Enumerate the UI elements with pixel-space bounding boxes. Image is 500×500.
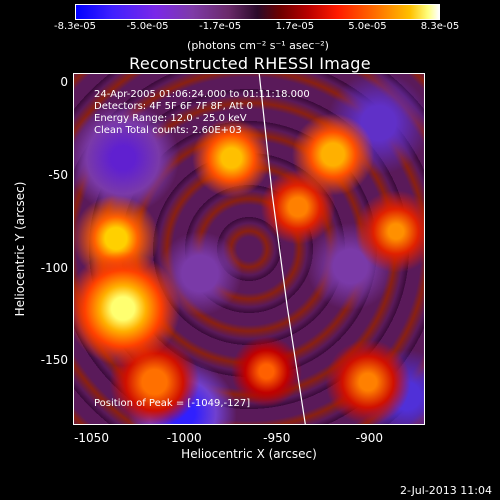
colorbar-tick-label: -1.7e-05	[199, 21, 242, 32]
y-tick-label: -150	[40, 353, 68, 368]
solar-limb	[258, 74, 306, 424]
y-tick-label: 0	[60, 75, 68, 90]
annotation-time: 24-Apr-2005 01:06:24.000 to 01:11:18.000	[94, 89, 310, 100]
annotation-algorithm: Clean Total counts: 2.60E+03	[94, 125, 242, 136]
colorbar	[75, 4, 440, 20]
x-tick-label: -900	[355, 431, 384, 445]
x-tick-label: -950	[263, 431, 291, 445]
y-axis-title: Heliocentric Y (arcsec)	[13, 181, 27, 317]
x-tick-label: -1000	[166, 431, 202, 445]
y-tick-label: -50	[48, 167, 68, 182]
colorbar-units: (photons cm⁻² s⁻¹ asec⁻²)	[187, 39, 329, 52]
x-tick-label: -1050	[74, 431, 109, 445]
timestamp: 2-Jul-2013 11:04	[399, 484, 492, 497]
annotation-peak: Position of Peak = [-1049,-127]	[94, 398, 251, 409]
annotation-energy: Energy Range: 12.0 - 25.0 keV	[94, 113, 247, 124]
solar-limb-line	[258, 74, 306, 424]
image-plot-area	[73, 73, 425, 425]
colorbar-tick-label: 5.0e-05	[348, 21, 387, 32]
y-tick-label: -100	[40, 260, 68, 275]
chart-title: Reconstructed RHESSI Image	[129, 54, 371, 73]
x-axis-title: Heliocentric X (arcsec)	[181, 447, 317, 461]
annotation-detectors: Detectors: 4F 5F 6F 7F 8F, Att 0	[94, 101, 254, 112]
colorbar-tick-label: -5.0e-05	[126, 21, 169, 32]
colorbar-tick-label: -8.3e-05	[54, 21, 96, 32]
colorbar-tick-label: 1.7e-05	[275, 21, 315, 32]
colorbar-tick-label: 8.3e-05	[420, 21, 460, 32]
